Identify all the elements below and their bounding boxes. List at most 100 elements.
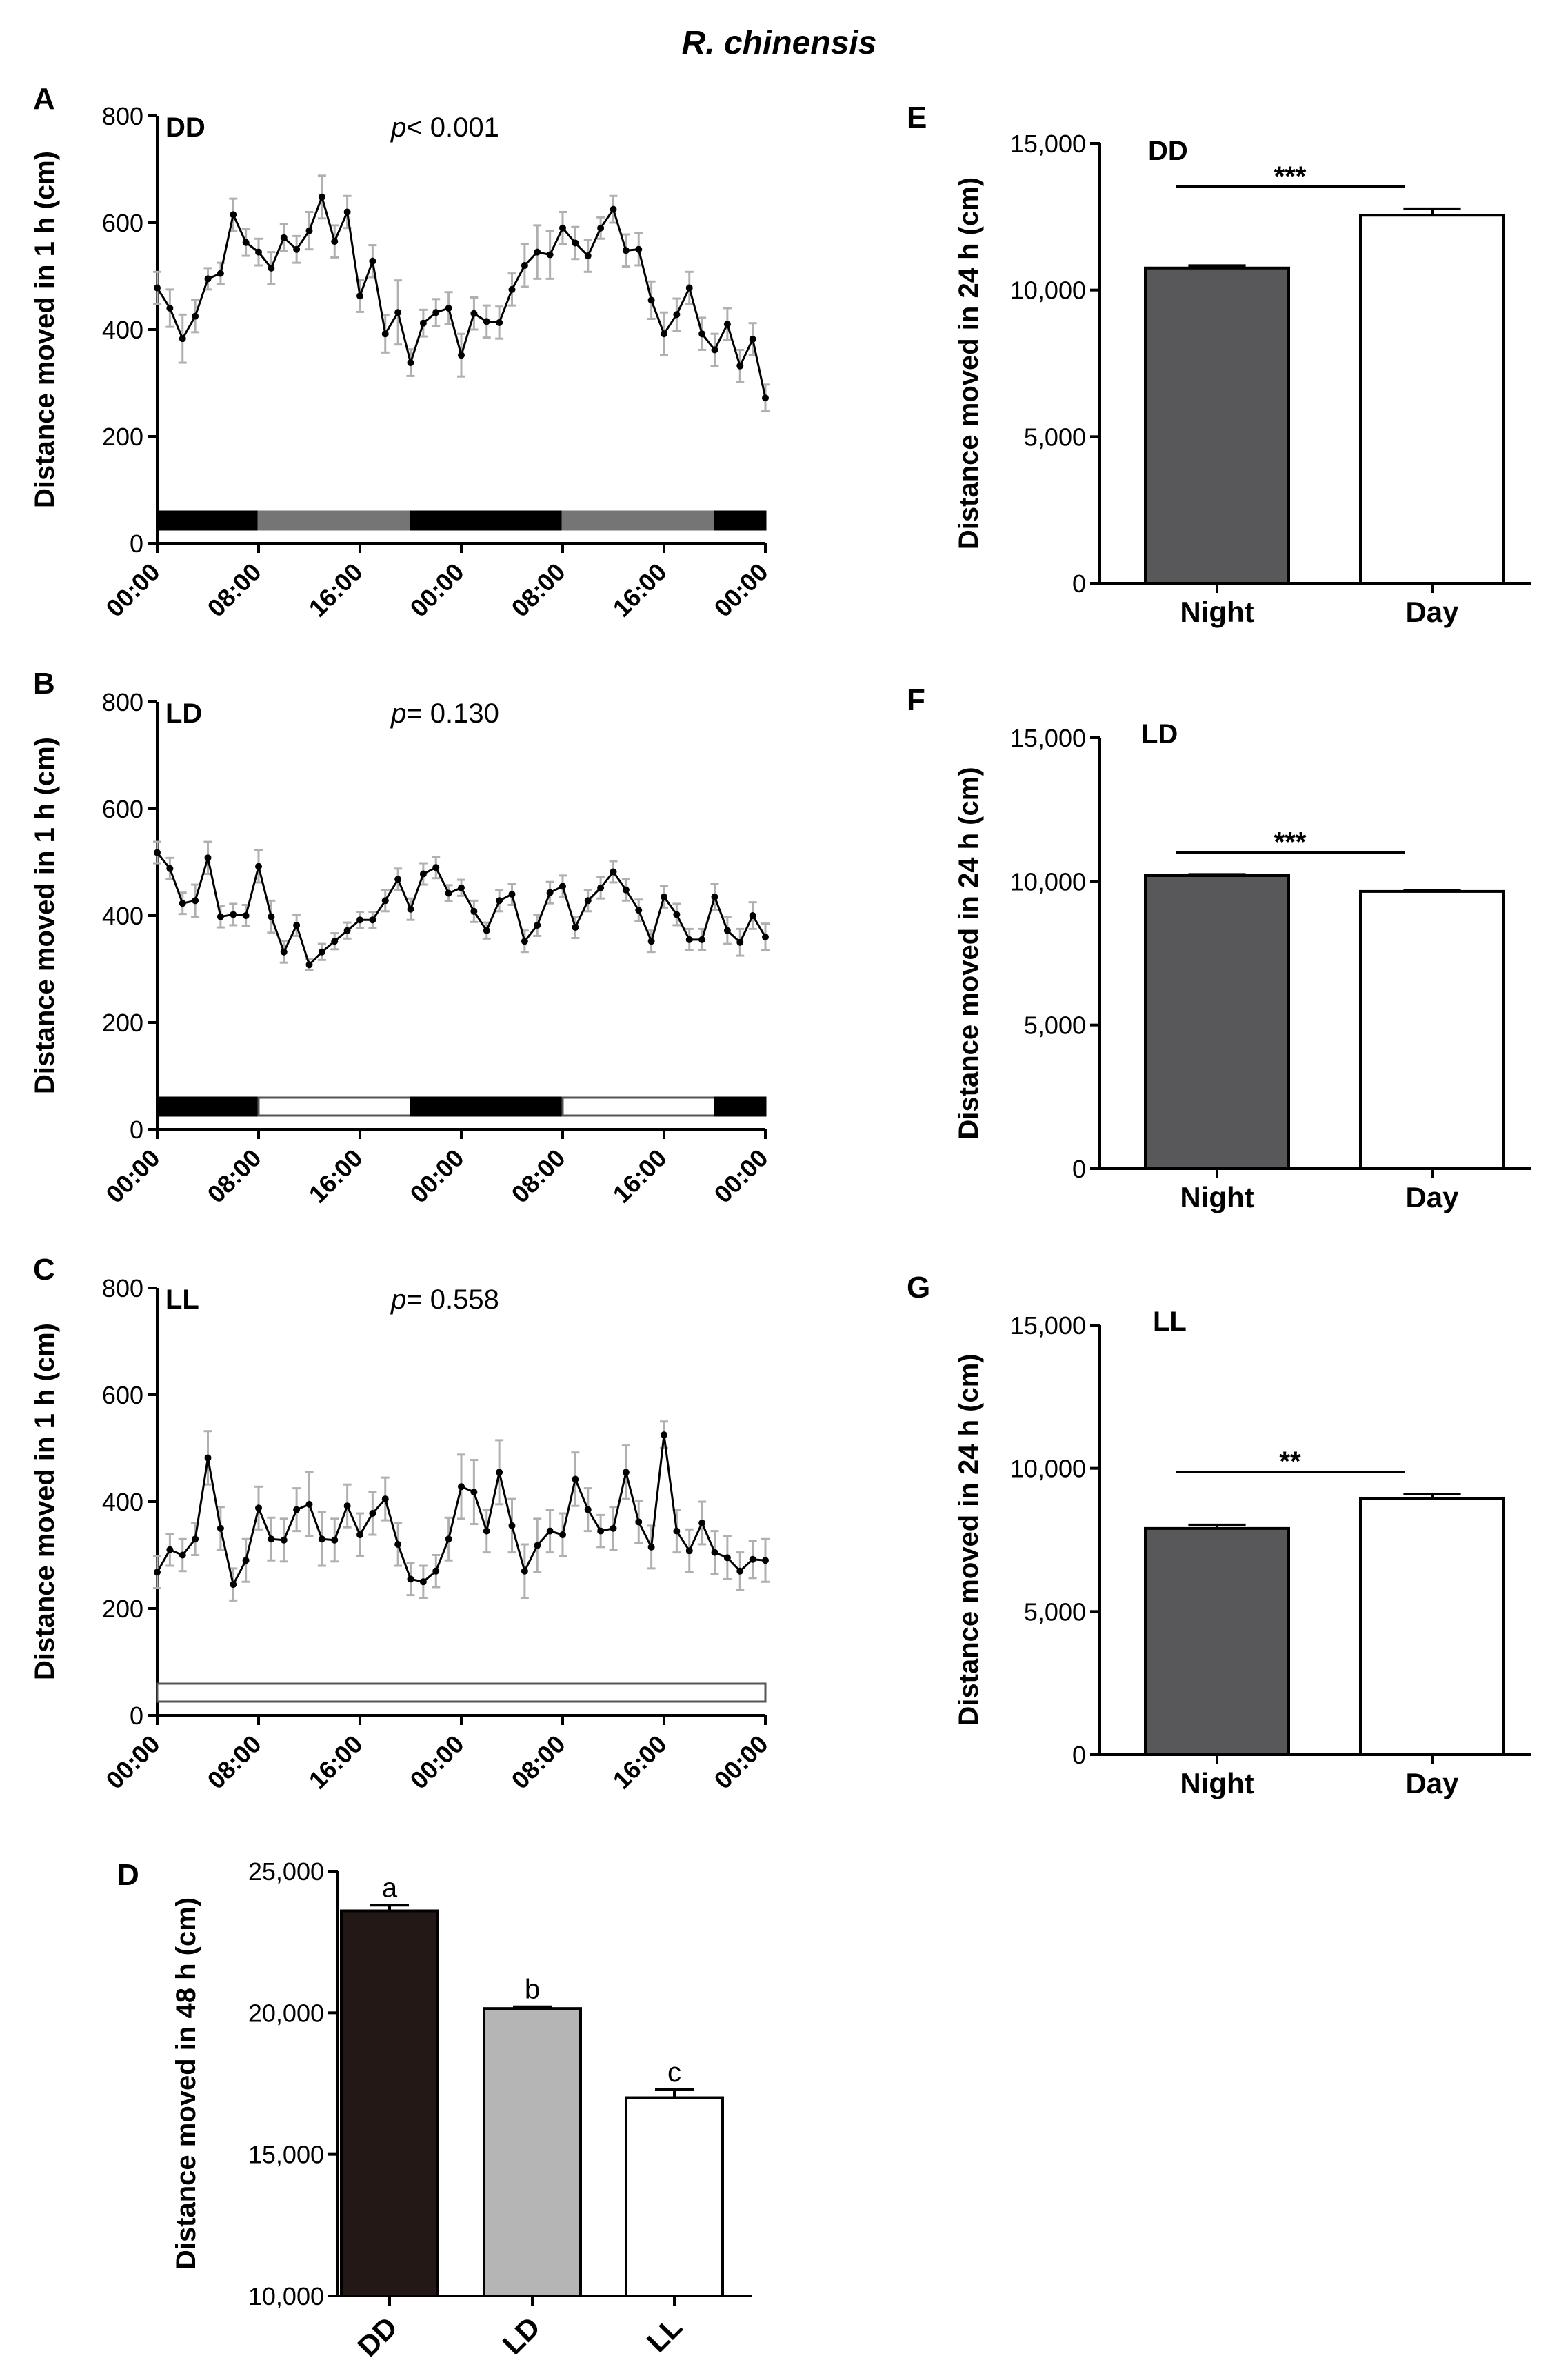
y-tick-label: 400 (102, 902, 143, 930)
data-point (432, 864, 440, 871)
data-point (762, 394, 769, 402)
panel-e: E 0 5,000 10,000 15,000 Distance moved in 24 … (907, 101, 1531, 628)
bar-dd (340, 1909, 439, 2298)
series-line (156, 851, 767, 967)
data-point (305, 961, 313, 969)
light-bar-segment (561, 510, 716, 531)
data-point (685, 936, 693, 943)
data-point (546, 251, 554, 259)
y-tick-label: 15,000 (1010, 130, 1086, 158)
y-tick-label: 10,000 (248, 2282, 324, 2310)
p-value-symbol: p (390, 698, 406, 729)
panel-label: B (33, 667, 55, 700)
data-point (508, 285, 516, 293)
y-axis-label: Distance moved in 24 h (cm) (954, 1353, 984, 1726)
data-point (762, 934, 769, 940)
y-tick-label: 400 (102, 316, 143, 344)
data-point (293, 245, 301, 253)
data-point (635, 245, 643, 253)
x-tick-label: 08:00 (202, 558, 267, 623)
x-tick-label: Night (1180, 596, 1254, 628)
data-point (192, 312, 199, 320)
p-value-symbol: p (390, 1284, 406, 1315)
data-point (559, 1531, 566, 1539)
y-tick-label: 0 (1072, 569, 1086, 598)
data-point (192, 1535, 199, 1543)
panel-b: B 0 200 400 600 800 Distance moved in 1 h (cm)… (30, 667, 774, 1209)
data-point (749, 1555, 756, 1563)
data-point (647, 938, 655, 945)
data-point (356, 916, 363, 924)
data-point (723, 927, 731, 934)
data-point (255, 248, 262, 256)
data-point (673, 1527, 681, 1535)
significance-letter: b (525, 1975, 540, 2005)
y-axis-label: Distance moved in 24 h (cm) (954, 767, 984, 1139)
y-tick-label: 15,000 (248, 2141, 324, 2169)
data-point (673, 311, 681, 319)
data-point (179, 900, 186, 907)
y-axis-label: Distance moved in 1 h (cm) (30, 1323, 60, 1680)
data-point (723, 321, 731, 328)
data-point (647, 296, 655, 304)
data-point (559, 224, 566, 232)
data-point (280, 1536, 288, 1544)
data-point (179, 335, 186, 343)
x-tick-label: 00:00 (709, 1730, 774, 1795)
panel-label: G (907, 1271, 930, 1304)
y-tick-label: 10,000 (1010, 276, 1086, 305)
condition-label: LL (165, 1284, 199, 1315)
y-tick-label: 0 (130, 530, 143, 558)
x-tick-label: 08:00 (202, 1730, 267, 1795)
panel-label: C (33, 1253, 55, 1287)
data-point (230, 211, 237, 219)
data-point (661, 1431, 667, 1439)
data-point (432, 309, 440, 316)
data-point (419, 319, 427, 327)
y-tick-label: 600 (102, 795, 143, 823)
y-tick-label: 10,000 (1010, 867, 1086, 896)
condition-label: LD (165, 698, 202, 729)
light-bar-segment (156, 1096, 260, 1117)
data-point (394, 876, 402, 883)
data-point (597, 1527, 605, 1535)
data-point (255, 863, 262, 870)
y-tick-label: 25,000 (248, 1857, 324, 1886)
data-point (661, 330, 667, 338)
y-tick-label: 600 (102, 209, 143, 237)
data-point (432, 1567, 440, 1575)
panel-label: D (117, 1858, 139, 1892)
x-tick-label: 00:00 (709, 558, 774, 623)
light-bar-segment (156, 510, 260, 531)
significance-stars: ** (1279, 1446, 1301, 1477)
data-point (572, 924, 579, 931)
data-point (204, 854, 212, 862)
significance-letter: c (667, 2057, 681, 2088)
data-point (381, 897, 389, 905)
light-bar-segment (714, 510, 767, 531)
x-tick-label: Day (1405, 1181, 1459, 1213)
data-point (445, 1535, 452, 1543)
data-point (572, 239, 579, 247)
data-point (749, 335, 756, 343)
x-tick-label: 16:00 (607, 1730, 672, 1795)
data-point (230, 911, 237, 918)
data-point (445, 889, 452, 897)
data-point (381, 1495, 389, 1503)
light-bar-segment (410, 1096, 564, 1117)
data-point (305, 1500, 313, 1508)
bar-night (1144, 1526, 1290, 1757)
data-point (534, 1542, 541, 1549)
data-point (736, 362, 744, 370)
light-bar-segment (257, 510, 412, 531)
x-tick-label: 00:00 (405, 558, 470, 623)
data-point (470, 907, 478, 915)
data-point (369, 1510, 376, 1517)
data-point (204, 1454, 212, 1462)
x-tick-label: 00:00 (101, 558, 165, 623)
y-tick-label: 0 (1072, 1741, 1086, 1769)
data-point (610, 1524, 617, 1532)
data-point (559, 883, 566, 890)
data-point (280, 234, 288, 241)
data-point (407, 359, 414, 367)
